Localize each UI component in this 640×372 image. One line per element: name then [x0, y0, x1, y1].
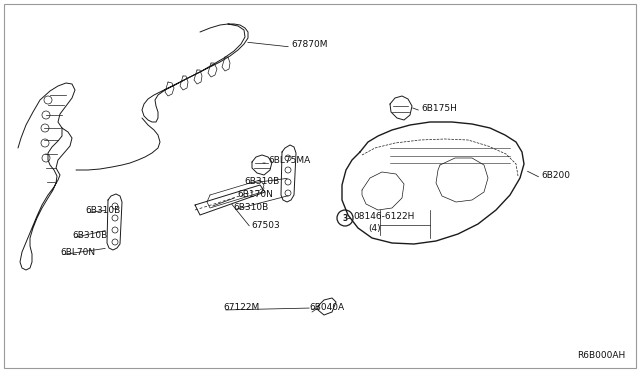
- Text: 3: 3: [342, 214, 348, 222]
- Text: 67870M: 67870M: [291, 39, 328, 48]
- Text: 6B310B: 6B310B: [233, 202, 268, 212]
- Text: 6B310B: 6B310B: [72, 231, 108, 240]
- Text: R6B000AH: R6B000AH: [577, 350, 625, 359]
- Text: 08146-6122H: 08146-6122H: [353, 212, 414, 221]
- Text: (4): (4): [368, 224, 381, 232]
- Text: 6B170N: 6B170N: [237, 189, 273, 199]
- Text: 6BL70N: 6BL70N: [60, 247, 95, 257]
- Text: 67122M: 67122M: [223, 302, 259, 311]
- Text: 6BL75MA: 6BL75MA: [268, 155, 310, 164]
- Text: 6B175H: 6B175H: [421, 103, 457, 112]
- Text: 6B310B: 6B310B: [85, 205, 120, 215]
- Text: 67503: 67503: [251, 221, 280, 230]
- Text: 6B040A: 6B040A: [309, 302, 344, 311]
- Text: 6B200: 6B200: [541, 170, 570, 180]
- Text: 6B310B: 6B310B: [244, 176, 279, 186]
